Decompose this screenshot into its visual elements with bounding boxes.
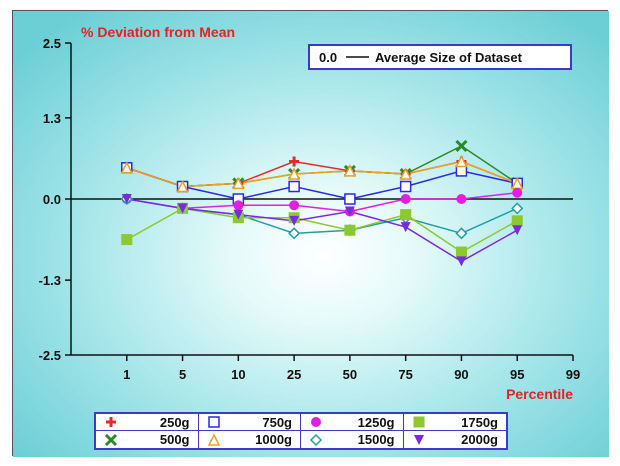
legend-item: 1000g (199, 431, 301, 448)
data-point (288, 180, 300, 193)
data-point (289, 156, 300, 167)
data-point (455, 154, 468, 168)
legend-symbol (413, 434, 424, 445)
data-point (207, 416, 220, 428)
data-point (512, 225, 523, 236)
legend-item: 750g (198, 414, 301, 431)
data-point (232, 176, 245, 190)
line-chart: 2.5 1.3 0.0 -1.3 -2.5 1 5 10 25 50 75 90 95 99 % Devi… (13, 11, 609, 457)
x-tick-label: 25 (287, 367, 301, 382)
data-point (399, 167, 412, 180)
legend-label: 1750g (461, 414, 498, 430)
data-point (309, 433, 323, 446)
data-point (400, 209, 412, 221)
data-point (177, 203, 188, 214)
chart-title: % Deviation from Mean (81, 24, 235, 40)
data-point (344, 193, 356, 205)
legend-item: 1750g (403, 414, 506, 431)
legend-symbol (207, 416, 220, 428)
data-point (413, 416, 424, 428)
data-point (106, 417, 116, 427)
legend-symbol (413, 416, 424, 428)
legend-label: 750g (262, 414, 292, 430)
data-point (455, 165, 468, 177)
chart-frame: 2.5 1.3 0.0 -1.3 -2.5 1 5 10 25 50 75 90 95 99 % Devi… (12, 10, 609, 457)
legend-label: 500g (159, 432, 190, 447)
data-point (456, 256, 467, 267)
data-point (511, 215, 523, 227)
data-point (344, 206, 355, 217)
data-point (400, 222, 411, 233)
legend-item: 250g (96, 414, 199, 431)
x-tick-label: 1 (123, 367, 130, 382)
data-point (233, 200, 244, 211)
legend-item: 2000g (404, 431, 507, 448)
data-point (400, 194, 411, 204)
legend-label: 1000g (255, 432, 292, 447)
data-point (207, 432, 220, 446)
y-tick-label: 2.5 (43, 36, 61, 51)
legend-item: 1250g (301, 414, 404, 431)
series-line-750g (126, 167, 518, 200)
legend-label: 250g (159, 414, 190, 430)
legend-item: 500g (96, 431, 199, 448)
series-line-2000g (126, 198, 518, 263)
legend-label: 1500g (357, 432, 395, 447)
data-point (289, 215, 300, 226)
data-point (288, 227, 301, 240)
data-point (121, 194, 132, 204)
legend: 250g 750g 1250g 1750g 500g 1000g 1500g 2000g (94, 412, 508, 450)
series-line-1000g (126, 160, 518, 188)
data-point (455, 246, 467, 258)
y-tick-label: 0.0 (43, 192, 61, 207)
x-tick-label: 75 (398, 367, 412, 382)
reference-value: 0.0 (319, 50, 337, 65)
data-point (233, 209, 244, 220)
legend-item: 1500g (301, 431, 404, 448)
y-tick-label: 1.3 (43, 111, 61, 126)
data-point (511, 202, 524, 215)
data-point (289, 200, 300, 211)
data-point (176, 179, 189, 193)
legend-symbol (207, 432, 220, 446)
x-tick-label: 95 (510, 367, 524, 382)
x-tick-label: 50 (343, 367, 357, 382)
data-point (343, 164, 357, 177)
data-point (287, 167, 301, 180)
data-point (120, 161, 133, 174)
data-point (455, 139, 468, 153)
x-tick-label: 99 (566, 367, 580, 382)
data-point (455, 227, 468, 240)
data-point (311, 417, 321, 427)
x-tick-label: 90 (454, 367, 468, 382)
legend-label: 2000g (461, 432, 498, 447)
data-point (104, 433, 118, 446)
reference-box: 0.0 Average Size of Dataset (308, 44, 572, 70)
x-tick-label: 5 (179, 367, 186, 382)
y-tick-label: -1.3 (39, 273, 61, 288)
legend-symbol (311, 417, 321, 427)
legend-symbol (106, 417, 116, 427)
x-tick-label: 10 (231, 367, 245, 382)
data-point (344, 224, 356, 236)
reference-text: Average Size of Dataset (375, 50, 523, 65)
series-line-1250g (126, 192, 518, 213)
data-point (413, 434, 424, 445)
data-point (512, 187, 523, 198)
legend-symbol (104, 433, 118, 446)
y-tick-label: -2.5 (39, 348, 61, 363)
legend-label: 1250g (357, 414, 395, 430)
legend-symbol (309, 433, 323, 446)
x-axis-label: Percentile (506, 386, 573, 402)
data-point (399, 180, 412, 193)
data-point (121, 234, 133, 246)
data-point (456, 194, 467, 204)
